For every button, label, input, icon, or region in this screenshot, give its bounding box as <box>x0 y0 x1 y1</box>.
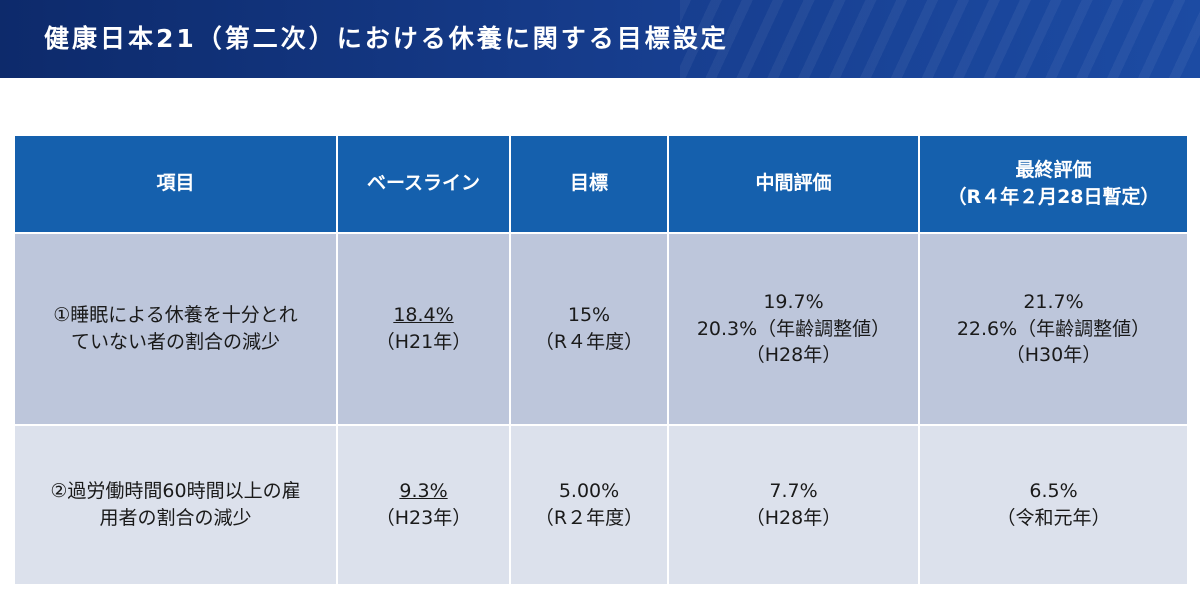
page-title: 健康日本21（第二次）における休養に関する目標設定 <box>44 24 729 53</box>
header-baseline: ベースライン <box>336 134 511 234</box>
row2-final-year: （令和元年） <box>996 507 1111 529</box>
header-interim: 中間評価 <box>667 134 920 234</box>
rest-goals-table: 項目 ベースライン 目標 中間評価 最終評価 （R４年２月28日暫定） ①睡眠に… <box>13 134 1189 586</box>
row1-item-line1: ①睡眠による休養を十分とれ <box>53 304 298 327</box>
row1-final: 21.7% 22.6%（年齢調整値） （H30年） <box>918 232 1189 426</box>
row1-target-year: （R４年度） <box>534 331 644 353</box>
header-final: 最終評価 （R４年２月28日暫定） <box>918 134 1189 234</box>
row2-baseline-value: 9.3% <box>399 480 448 503</box>
row1-baseline: 18.4% （H21年） <box>336 232 511 426</box>
header-banner: 健康日本21（第二次）における休養に関する目標設定 <box>0 0 1200 78</box>
row1-final-adjusted: 22.6%（年齢調整値） <box>956 317 1151 340</box>
row1-item-line2: ていない者の割合の減少 <box>70 331 280 353</box>
header-final-title: 最終評価 <box>1015 159 1092 182</box>
row1-interim-value: 19.7% <box>763 291 824 314</box>
header-decoration <box>680 0 1200 78</box>
row2-target: 5.00% （R２年度） <box>509 424 669 586</box>
row2-target-year: （R２年度） <box>534 507 644 529</box>
row2-item: ②過労働時間60時間以上の雇 用者の割合の減少 <box>13 424 338 586</box>
row2-item-line2: 用者の割合の減少 <box>99 507 252 529</box>
row2-final-value: 6.5% <box>1029 480 1078 503</box>
row2-baseline-year: （H23年） <box>375 507 472 529</box>
row2-interim-value: 7.7% <box>769 480 818 503</box>
row2-interim-year: （H28年） <box>745 507 842 529</box>
table-row: ②過労働時間60時間以上の雇 用者の割合の減少 9.3% （H23年） 5.00… <box>13 424 1189 586</box>
row1-interim-adjusted: 20.3%（年齢調整値） <box>696 317 891 340</box>
table-header-row: 項目 ベースライン 目標 中間評価 最終評価 （R４年２月28日暫定） <box>13 134 1189 234</box>
header-final-date: （R４年２月28日暫定） <box>947 186 1160 208</box>
row1-interim: 19.7% 20.3%（年齢調整値） （H28年） <box>667 232 920 426</box>
row1-interim-year: （H28年） <box>745 344 842 367</box>
row2-interim: 7.7% （H28年） <box>667 424 920 586</box>
row1-baseline-year: （H21年） <box>375 331 472 353</box>
table-row: ①睡眠による休養を十分とれ ていない者の割合の減少 18.4% （H21年） 1… <box>13 232 1189 426</box>
row1-target: 15% （R４年度） <box>509 232 669 426</box>
row1-final-value: 21.7% <box>1023 291 1084 314</box>
row2-baseline: 9.3% （H23年） <box>336 424 511 586</box>
row1-item: ①睡眠による休養を十分とれ ていない者の割合の減少 <box>13 232 338 426</box>
row1-target-value: 15% <box>567 304 611 327</box>
header-item: 項目 <box>13 134 338 234</box>
header-target: 目標 <box>509 134 669 234</box>
row2-target-value: 5.00% <box>558 480 620 503</box>
row1-final-year: （H30年） <box>1005 344 1102 367</box>
row2-final: 6.5% （令和元年） <box>918 424 1189 586</box>
row2-item-line1: ②過労働時間60時間以上の雇 <box>50 480 301 503</box>
row1-baseline-value: 18.4% <box>393 304 454 327</box>
